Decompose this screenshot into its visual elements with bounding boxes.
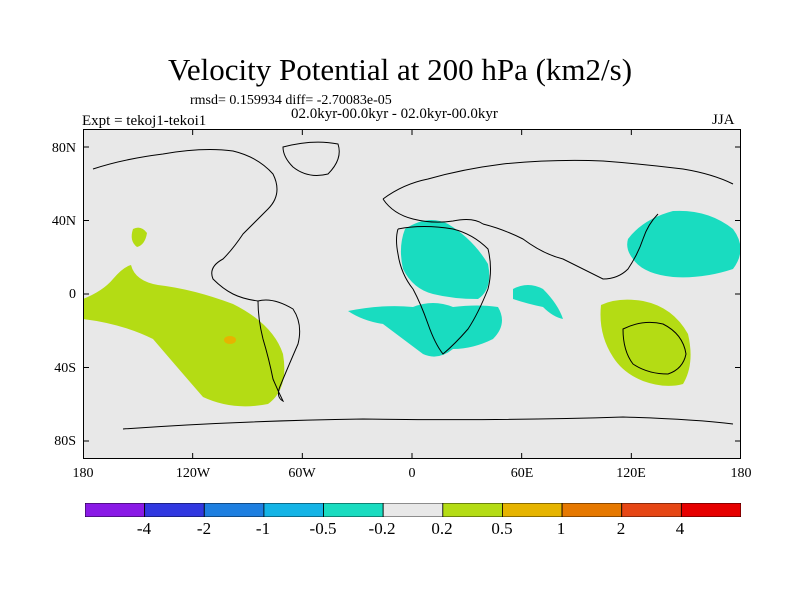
lat-label-80s: 80S: [54, 434, 76, 449]
colorbar-swatch: [502, 503, 563, 517]
negative-region-africa-atlantic: [348, 303, 502, 357]
lat-label-0: 0: [69, 287, 76, 302]
colorbar-swatch: [323, 503, 384, 517]
colorbar-swatch: [203, 503, 265, 517]
coast-greenland: [282, 141, 340, 176]
colorbar-label: 0.5: [491, 519, 513, 538]
positive-anomaly-regions: [83, 227, 691, 407]
colorbar-label: -0.5: [309, 519, 337, 538]
positive-region-australia: [600, 299, 691, 386]
colorbar-swatch: [680, 503, 741, 517]
experiment-label: Expt = tekoj1-tekoi1: [82, 113, 207, 129]
negative-anomaly-regions: [348, 210, 741, 357]
colorbar-label: 1: [556, 519, 566, 538]
colorbar-label: 2: [616, 519, 626, 538]
colorbar-swatch: [144, 503, 205, 517]
coast-north-america: [92, 149, 278, 302]
max-spot: [224, 336, 236, 344]
colorbar-label: -2: [196, 519, 212, 538]
colorbar: [85, 503, 741, 517]
negative-region-indian-ocean: [513, 285, 563, 319]
coast-south-america: [257, 299, 301, 403]
colorbar-label: 4: [675, 519, 685, 538]
stats-text: rmsd= 0.159934 diff= -2.70083e-05: [190, 93, 392, 108]
positive-region-north-pacific-blob: [131, 227, 147, 247]
colorbar-swatch: [382, 503, 444, 517]
colorbar-label: 0.2: [431, 519, 453, 538]
colorbar-label: -0.2: [368, 519, 396, 538]
season-label: JJA: [712, 112, 735, 128]
lon-label-180w: 180: [72, 466, 94, 481]
colorbar-swatch: [442, 503, 503, 517]
lat-label-80n: 80N: [51, 141, 76, 156]
lat-label-40s: 40S: [54, 361, 76, 376]
colorbar-swatch: [561, 503, 623, 517]
coast-australia: [622, 321, 687, 375]
colorbar-label: -4: [136, 519, 152, 538]
colorbar-swatch: [85, 503, 146, 517]
velocity-potential-map: [83, 129, 741, 459]
plot-title: Velocity Potential at 200 hPa (km2/s): [167, 52, 633, 87]
coast-antarctica: [122, 416, 734, 430]
negative-region-west-pacific: [627, 210, 741, 278]
colorbar-label: -1: [255, 519, 271, 538]
negative-region-sahara: [400, 220, 490, 299]
lon-label-120e: 120E: [616, 466, 646, 481]
lon-label-120w: 120W: [175, 466, 211, 481]
lon-label-180e: 180: [730, 466, 752, 481]
period-label: 02.0kyr-00.0kyr - 02.0kyr-00.0kyr: [291, 106, 498, 122]
colorbar-swatch: [263, 503, 324, 517]
axis-ticks: [83, 129, 741, 459]
positive-region-east-pacific: [83, 265, 285, 407]
colorbar-swatch: [621, 503, 682, 517]
lon-label-60w: 60W: [288, 466, 316, 481]
lon-label-60e: 60E: [510, 466, 534, 481]
lon-label-0: 0: [408, 466, 416, 481]
coastlines: [92, 141, 734, 430]
lat-label-40n: 40N: [51, 214, 76, 229]
coast-africa: [396, 226, 491, 355]
coast-europe-asia: [382, 159, 734, 280]
